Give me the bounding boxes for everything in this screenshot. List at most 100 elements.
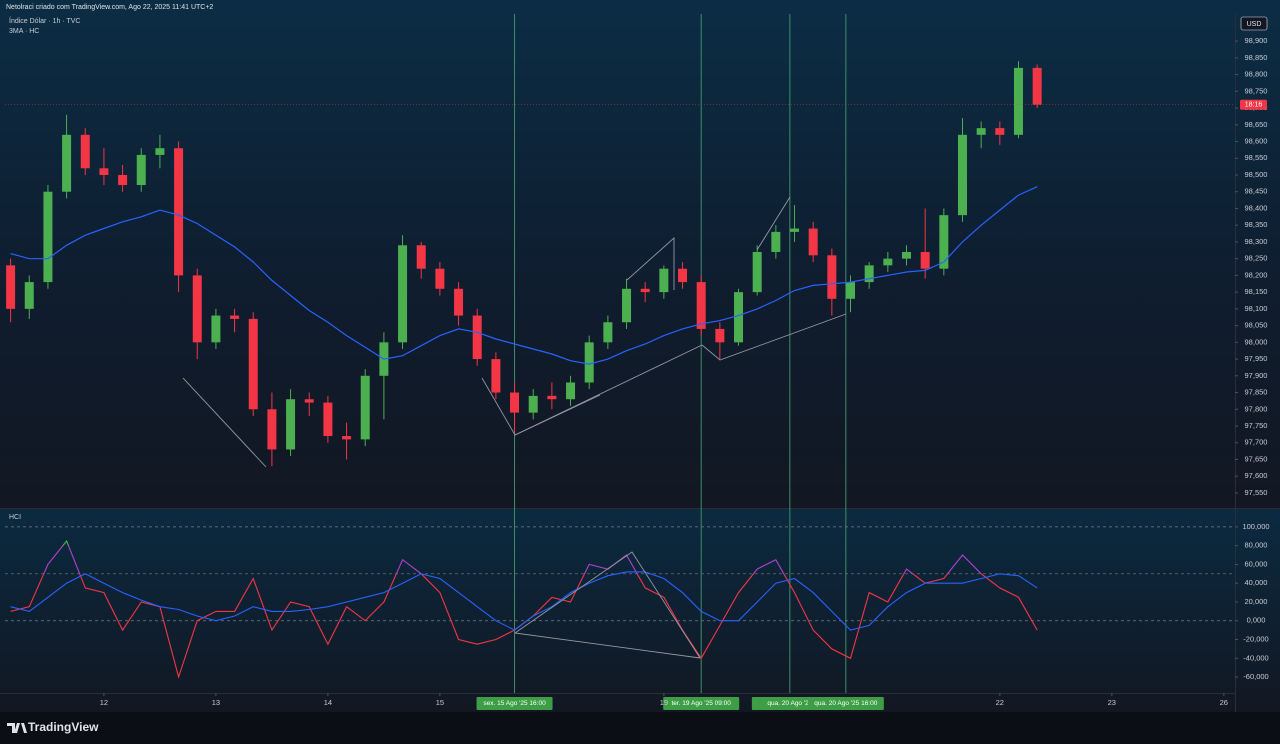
candle-body	[248, 318, 258, 410]
y-tick-label: 98,100	[1245, 304, 1268, 313]
candle-body	[640, 288, 650, 293]
candle	[659, 265, 669, 299]
y-tick-label: 98,650	[1245, 120, 1268, 129]
drawings	[182, 196, 847, 659]
candle-body	[174, 148, 184, 276]
candle-body	[118, 174, 128, 186]
y-tick-label: 98,800	[1245, 70, 1268, 79]
candle	[510, 382, 520, 433]
y-tick-label: 98,400	[1245, 203, 1268, 212]
candle-body	[6, 265, 16, 309]
candle	[640, 282, 650, 303]
trend-line	[514, 551, 701, 659]
x-tick-label: 12	[100, 698, 108, 707]
candle	[211, 308, 221, 350]
marker-label-box	[476, 697, 553, 710]
y-tick-label: 98,850	[1245, 53, 1268, 62]
candle-body	[771, 231, 781, 252]
brand-name: TradingView	[28, 720, 99, 734]
candle	[566, 375, 576, 406]
y-tick-label: 98,150	[1245, 287, 1268, 296]
candle-body	[715, 328, 725, 343]
candle	[6, 258, 16, 323]
marker-label: qua. 20 Ago '25	[767, 700, 812, 707]
y-tick-label: 98,450	[1245, 187, 1268, 196]
y-tick-label: 97,550	[1245, 488, 1268, 497]
x-tick-label: 19	[660, 698, 668, 707]
y-tick-label: 98,300	[1245, 237, 1268, 246]
candle-body	[883, 258, 893, 266]
candle	[118, 164, 128, 192]
candle	[80, 128, 90, 175]
candle	[528, 389, 538, 420]
trend-line	[182, 377, 267, 468]
candle-body	[659, 268, 669, 293]
candle	[454, 282, 464, 326]
currency-box[interactable]	[1240, 16, 1268, 31]
y-tick-label: 98,500	[1245, 170, 1268, 179]
candle-body	[827, 255, 837, 299]
y-tick-label: -60,000	[1243, 672, 1268, 681]
y-tick-label: 97,900	[1245, 371, 1268, 380]
y-tick-label: 100,000	[1242, 522, 1269, 531]
candle	[1013, 61, 1023, 139]
candle	[360, 369, 370, 447]
candle	[43, 185, 53, 289]
x-tick-label: 13	[212, 698, 220, 707]
y-tick-label: 97,700	[1245, 438, 1268, 447]
candle	[808, 221, 818, 263]
y-tick-label: 98,000	[1245, 337, 1268, 346]
candle	[155, 134, 165, 169]
candle-body	[584, 342, 594, 383]
y-tick-label: -40,000	[1243, 653, 1268, 662]
candle	[976, 121, 986, 149]
candle-body	[678, 268, 688, 283]
y-tick-label: 97,650	[1245, 454, 1268, 463]
x-tick-label: 15	[436, 698, 444, 707]
candle	[62, 114, 72, 199]
candles	[6, 61, 1042, 467]
candle-body	[267, 409, 277, 450]
candle-body	[902, 251, 912, 259]
brand: TradingView	[7, 720, 99, 734]
candle-body	[62, 134, 72, 192]
candle	[435, 262, 445, 296]
candle	[398, 235, 408, 350]
y-tick-label: 98,350	[1245, 220, 1268, 229]
x-tick-label: 22	[996, 698, 1004, 707]
countdown-label: 18:16	[1245, 102, 1263, 109]
candle-body	[80, 134, 90, 169]
marker-label: sex. 15 Ago '25 16:00	[483, 700, 546, 707]
candle-body	[1013, 67, 1023, 135]
candle	[99, 148, 109, 186]
y-tick-label: -20,000	[1243, 634, 1268, 643]
y-tick-label: 98,200	[1245, 270, 1268, 279]
candle	[323, 395, 333, 443]
marker-label: qua. 20 Ago '25 16:00	[814, 700, 877, 707]
candle	[547, 382, 557, 410]
candle	[304, 392, 314, 416]
y-tick-label: 98,750	[1245, 86, 1268, 95]
candle-body	[472, 315, 482, 360]
y-tick-label: 98,900	[1245, 36, 1268, 45]
candle	[790, 205, 800, 242]
candle-body	[454, 288, 464, 316]
y-tick-label: 97,600	[1245, 471, 1268, 480]
candle	[957, 118, 967, 222]
candle-body	[43, 191, 53, 283]
candle-body	[323, 402, 333, 437]
currency-label[interactable]: USD	[1247, 21, 1262, 28]
candle	[715, 322, 725, 360]
trend-line	[701, 313, 847, 361]
x-tick-label: 26	[1220, 698, 1228, 707]
candle	[136, 148, 146, 192]
x-tick-label: 23	[1108, 698, 1116, 707]
candle	[883, 251, 893, 273]
header-text: Netolraci criado com TradingView.com, Ag…	[6, 4, 213, 11]
candle-body	[920, 251, 930, 269]
candle	[603, 315, 613, 350]
trend-line	[514, 344, 703, 436]
y-tick-label: 20,000	[1245, 597, 1268, 606]
